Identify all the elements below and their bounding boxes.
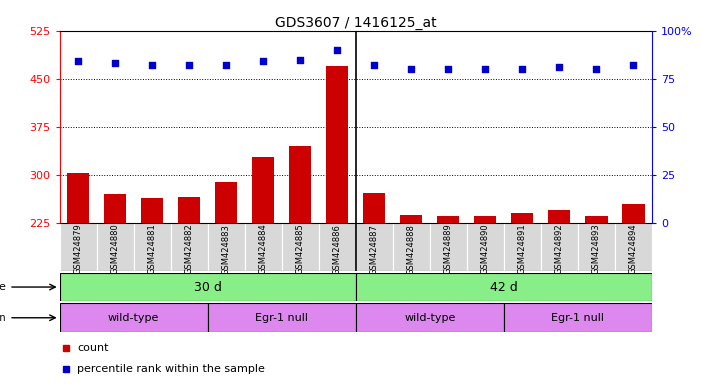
Point xyxy=(109,60,121,66)
Text: Egr-1 null: Egr-1 null xyxy=(255,313,308,323)
Point xyxy=(517,66,528,72)
Text: GSM424890: GSM424890 xyxy=(481,223,490,274)
Bar xyxy=(326,66,348,223)
Point xyxy=(369,62,380,68)
Text: count: count xyxy=(77,343,109,353)
Bar xyxy=(178,197,200,223)
Bar xyxy=(467,223,504,271)
Bar xyxy=(355,303,504,332)
Text: GSM424892: GSM424892 xyxy=(555,223,564,274)
Text: GSM424879: GSM424879 xyxy=(74,223,83,275)
Bar xyxy=(541,223,578,271)
Bar xyxy=(60,273,355,301)
Bar xyxy=(134,223,170,271)
Bar xyxy=(393,223,430,271)
Point xyxy=(221,62,232,68)
Text: Egr-1 null: Egr-1 null xyxy=(552,313,604,323)
Bar xyxy=(67,173,89,223)
Text: GSM424893: GSM424893 xyxy=(592,223,601,275)
Bar xyxy=(215,182,237,223)
Bar xyxy=(207,303,355,332)
Bar xyxy=(104,194,126,223)
Point xyxy=(257,58,268,65)
Bar xyxy=(319,223,355,271)
Text: GSM424884: GSM424884 xyxy=(259,223,268,275)
Bar xyxy=(355,223,393,271)
Bar xyxy=(207,223,245,271)
Bar xyxy=(511,213,533,223)
Text: wild-type: wild-type xyxy=(108,313,159,323)
Text: GSM424891: GSM424891 xyxy=(518,223,527,274)
Bar xyxy=(474,216,496,223)
Point xyxy=(184,62,195,68)
Bar xyxy=(578,223,615,271)
Bar xyxy=(400,215,423,223)
Bar xyxy=(289,146,311,223)
Bar xyxy=(60,223,97,271)
Text: GSM424883: GSM424883 xyxy=(222,223,231,275)
Bar xyxy=(245,223,282,271)
Point xyxy=(332,47,343,53)
Bar xyxy=(363,193,386,223)
Text: GSM424888: GSM424888 xyxy=(407,223,416,275)
Bar xyxy=(141,199,163,223)
Text: GSM424881: GSM424881 xyxy=(148,223,156,275)
Bar xyxy=(355,273,652,301)
Point xyxy=(294,56,306,63)
Point xyxy=(443,66,454,72)
Point xyxy=(479,66,491,72)
Bar xyxy=(585,216,608,223)
Point xyxy=(406,66,417,72)
Point xyxy=(147,62,158,68)
Text: GSM424882: GSM424882 xyxy=(184,223,193,275)
Point xyxy=(554,64,565,70)
Title: GDS3607 / 1416125_at: GDS3607 / 1416125_at xyxy=(275,16,437,30)
Text: GSM424894: GSM424894 xyxy=(629,223,638,274)
Text: wild-type: wild-type xyxy=(404,313,456,323)
Bar xyxy=(548,210,571,223)
Text: age: age xyxy=(0,282,55,292)
Bar xyxy=(252,157,274,223)
Bar xyxy=(97,223,134,271)
Text: GSM424889: GSM424889 xyxy=(444,223,453,275)
Bar xyxy=(170,223,207,271)
Point xyxy=(72,58,83,65)
Bar xyxy=(60,303,207,332)
Text: GSM424880: GSM424880 xyxy=(111,223,120,275)
Text: 42 d: 42 d xyxy=(490,281,518,293)
Bar xyxy=(622,204,644,223)
Bar xyxy=(282,223,319,271)
Point xyxy=(628,62,639,68)
Bar xyxy=(430,223,467,271)
Bar xyxy=(437,216,459,223)
Bar xyxy=(504,223,541,271)
Text: percentile rank within the sample: percentile rank within the sample xyxy=(77,364,265,374)
Text: genotype/variation: genotype/variation xyxy=(0,313,55,323)
Point xyxy=(591,66,602,72)
Bar xyxy=(615,223,652,271)
Text: GSM424886: GSM424886 xyxy=(333,223,342,275)
Text: GSM424885: GSM424885 xyxy=(296,223,305,275)
Bar xyxy=(504,303,652,332)
Text: 30 d: 30 d xyxy=(193,281,222,293)
Text: GSM424887: GSM424887 xyxy=(369,223,379,275)
